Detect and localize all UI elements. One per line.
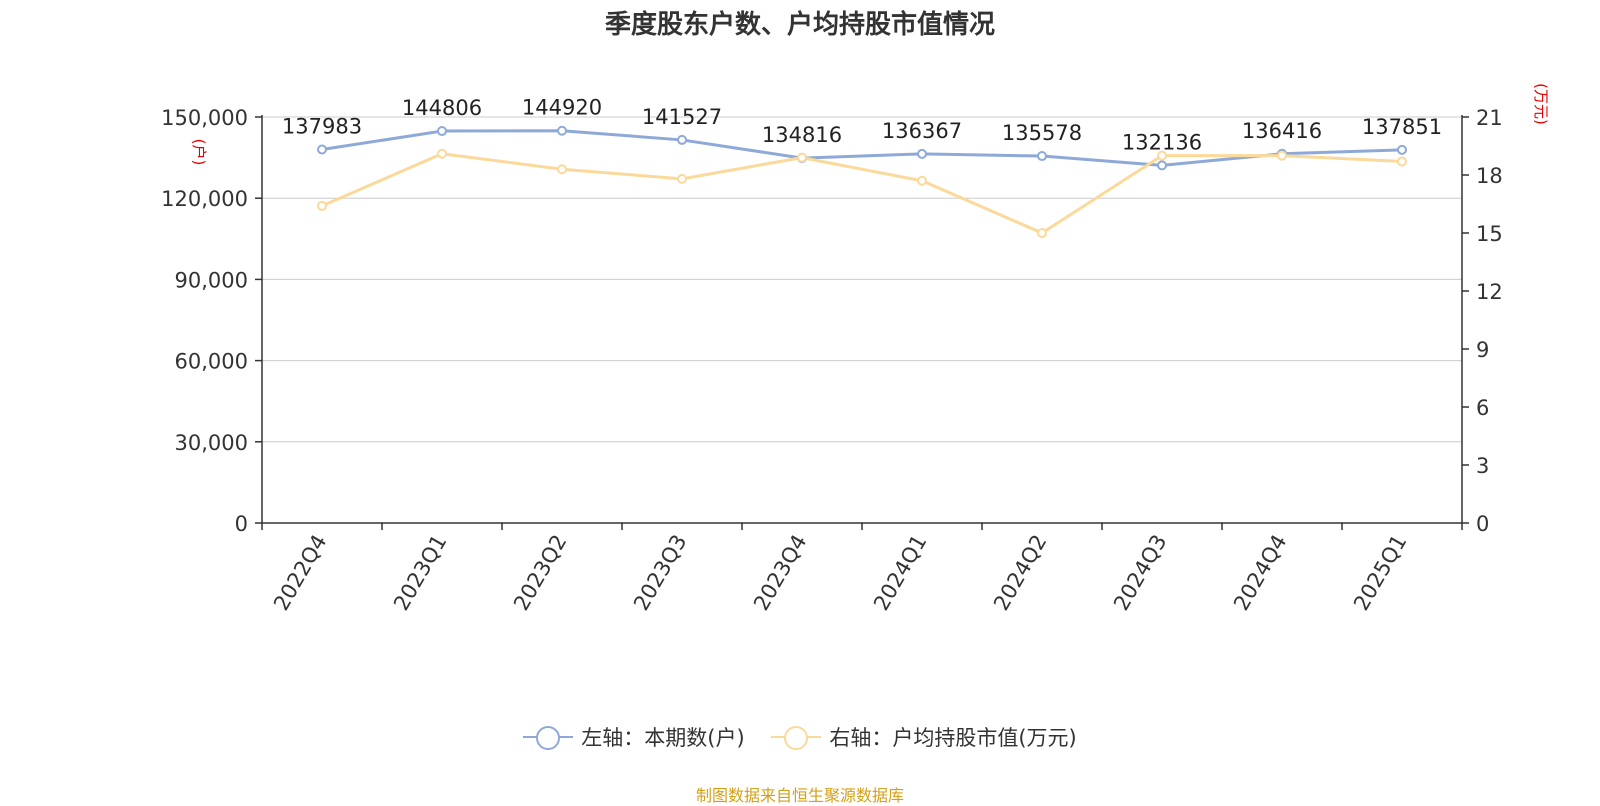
left-series-point <box>677 134 687 145</box>
x-axis-tick-label: 2024Q2 <box>989 531 1051 615</box>
left-axis-tick-label: 60,000 <box>175 350 248 374</box>
x-axis-tick-label: 2023Q4 <box>749 531 811 615</box>
right-series-line <box>321 152 1403 235</box>
right-axis-tick-label: 9 <box>1476 338 1489 362</box>
data-label: 135578 <box>1002 121 1082 145</box>
right-axis-tick-label: 0 <box>1476 512 1489 536</box>
left-series-point <box>1397 144 1407 155</box>
data-label: 132136 <box>1122 130 1202 154</box>
x-axis-tick-label: 2024Q1 <box>869 531 931 615</box>
x-axis-tick-label: 2024Q4 <box>1229 531 1291 615</box>
data-label: 144806 <box>402 96 482 120</box>
left-series-point <box>1037 151 1047 162</box>
legend-label-left-series: 左轴：本期数(户) <box>581 726 745 750</box>
left-axis-tick-label: 30,000 <box>175 431 248 455</box>
data-label: 136367 <box>882 119 962 143</box>
legend-swatch-right-series <box>771 725 822 750</box>
chart-title: 季度股东户数、户均持股市值情况 <box>604 10 995 40</box>
right-series-point <box>317 200 327 211</box>
x-axis-tick-label: 2022Q4 <box>269 531 331 615</box>
left-series-point <box>437 126 447 137</box>
left-series-point <box>557 125 567 136</box>
right-series-point <box>797 152 807 163</box>
right-series-point <box>437 148 447 159</box>
left-series-point <box>317 144 327 155</box>
left-axis-tick-label: 150,000 <box>161 106 248 130</box>
data-label: 141527 <box>642 105 722 129</box>
left-axis-unit: (户) <box>190 139 208 166</box>
left-series-point <box>917 148 927 159</box>
data-label: 137851 <box>1362 115 1442 139</box>
x-axis-tick-label: 2025Q1 <box>1349 531 1411 615</box>
right-series-point <box>1397 156 1407 167</box>
data-label: 144920 <box>522 96 602 120</box>
data-label: 137983 <box>282 115 362 139</box>
left-series-point <box>1157 160 1167 171</box>
source-note: 制图数据来自恒生聚源数据库 <box>695 786 904 805</box>
right-series-point <box>917 175 927 186</box>
x-axis-tick-label: 2024Q3 <box>1109 531 1171 615</box>
right-axis-tick-label: 21 <box>1476 106 1503 130</box>
right-axis-tick-label: 3 <box>1476 454 1489 478</box>
left-axis-tick-label: 0 <box>235 512 248 536</box>
right-axis-tick-label: 18 <box>1476 164 1503 188</box>
right-series-point <box>557 164 567 175</box>
x-axis-tick-label: 2023Q3 <box>629 531 691 615</box>
data-label: 136416 <box>1242 119 1322 143</box>
right-series-point <box>1157 150 1167 161</box>
right-series-point <box>1037 228 1047 238</box>
right-series-point <box>677 173 687 184</box>
right-axis-tick-label: 6 <box>1476 396 1489 420</box>
left-axis-tick-label: 90,000 <box>175 268 248 292</box>
right-axis-unit: (万元) <box>1532 83 1550 125</box>
left-series-line <box>321 129 1403 167</box>
legend-item-right-series[interactable]: 右轴：户均持股市值(万元) <box>771 722 1077 752</box>
legend-item-left-series[interactable]: 左轴：本期数(户) <box>523 722 745 752</box>
right-axis-tick-label: 15 <box>1476 222 1503 246</box>
right-series-point <box>1277 150 1287 161</box>
legend: 左轴：本期数(户) 右轴：户均持股市值(万元) <box>0 722 1600 752</box>
data-label: 134816 <box>762 123 842 147</box>
legend-swatch-left-series <box>523 725 574 750</box>
left-axis-tick-label: 120,000 <box>161 187 248 211</box>
legend-label-right-series: 右轴：户均持股市值(万元) <box>829 726 1077 750</box>
x-axis-tick-label: 2023Q2 <box>509 531 571 615</box>
right-axis-tick-label: 12 <box>1476 280 1503 304</box>
x-axis-tick-label: 2023Q1 <box>389 531 451 615</box>
